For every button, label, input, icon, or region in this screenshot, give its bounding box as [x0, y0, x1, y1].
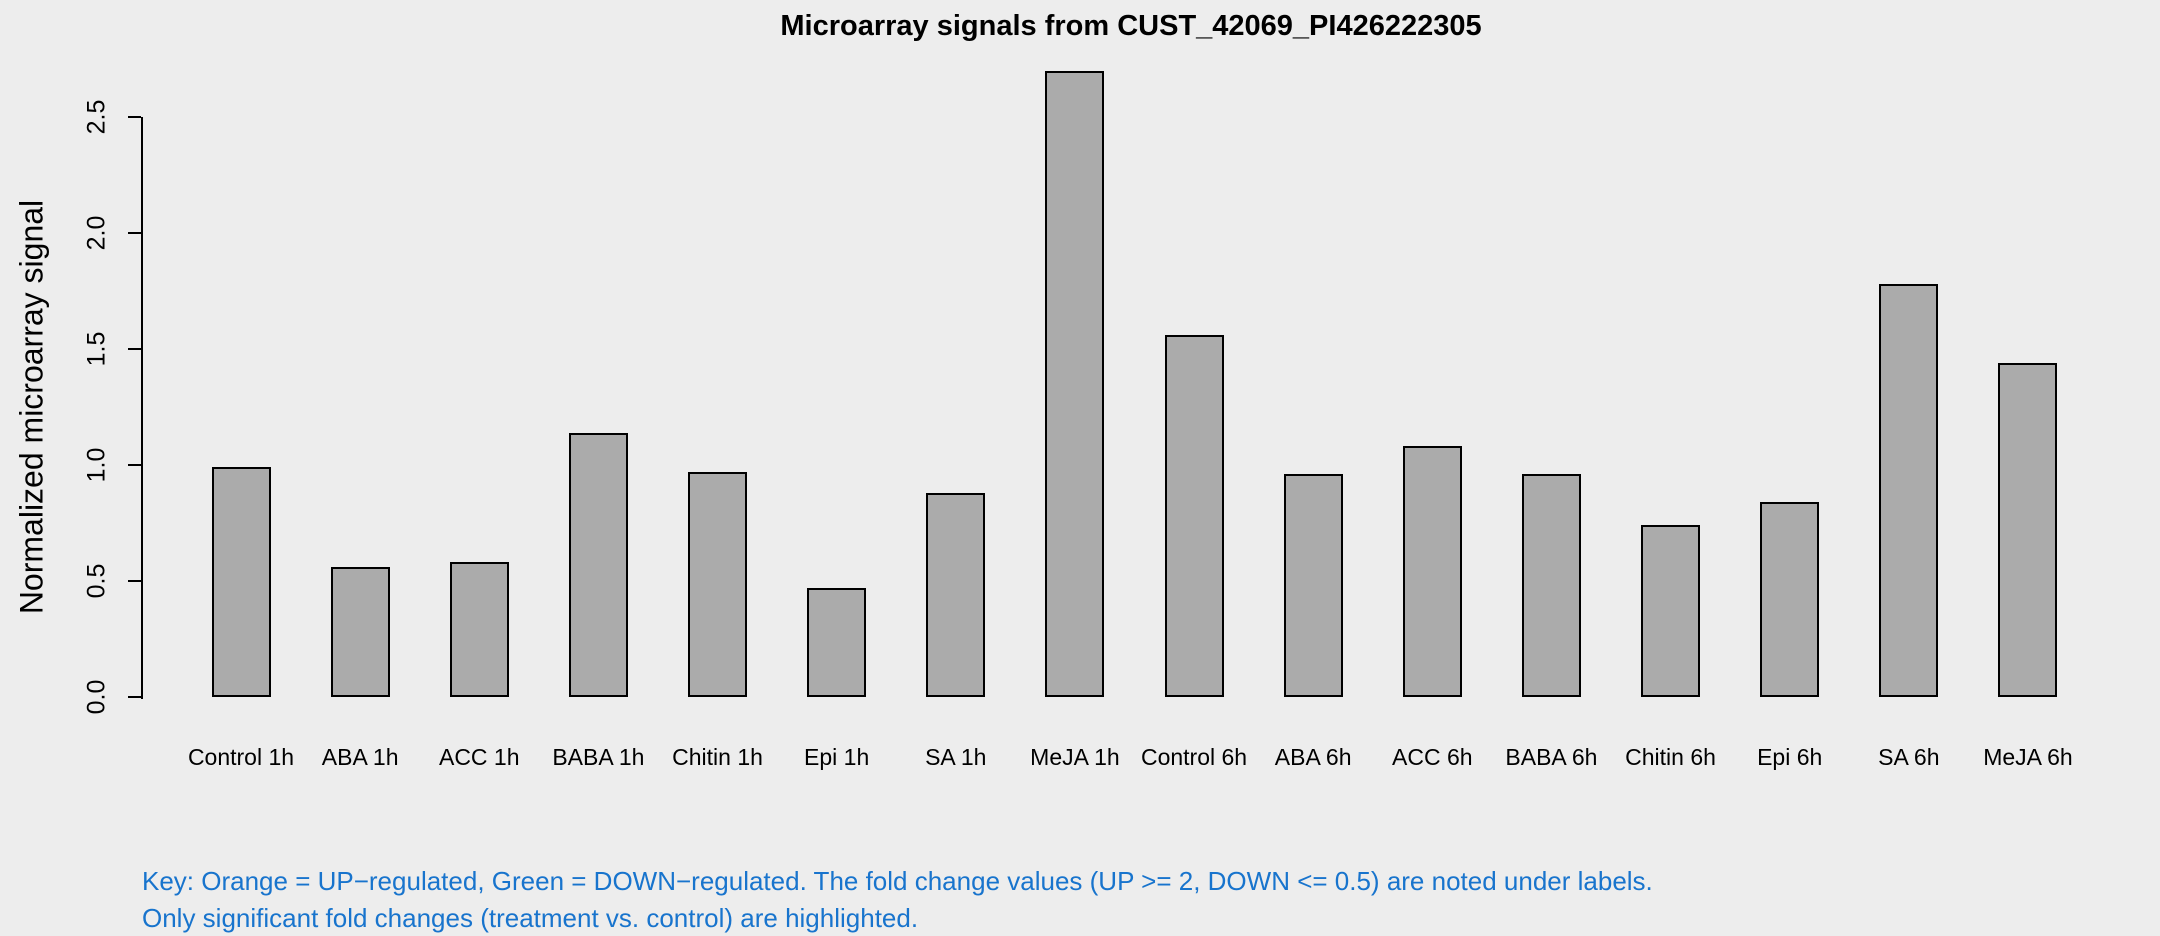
y-axis-tick [128, 232, 141, 234]
x-axis-category-label: Epi 6h [1757, 744, 1823, 770]
bar-chitin-1h [688, 471, 748, 697]
bar-meja-1h [1045, 70, 1105, 697]
key-note-line2: Only significant fold changes (treatment… [142, 903, 919, 933]
bar-chitin-6h [1641, 525, 1701, 697]
x-axis-category-label: ACC 6h [1392, 744, 1473, 770]
y-axis-tick-label: 2.0 [82, 215, 111, 251]
bar-aba-6h [1283, 474, 1343, 697]
x-axis-category-label: ACC 1h [438, 744, 520, 770]
bar-sa-6h [1879, 284, 1939, 697]
key-note-line1: Key: Orange = UP−regulated, Green = DOWN… [142, 866, 1653, 896]
y-axis-tick [128, 464, 141, 466]
x-axis-category-label: SA 1h [925, 744, 987, 770]
bar-baba-6h [1521, 474, 1581, 697]
x-axis-category-label: MeJA 1h [1030, 744, 1120, 770]
x-axis-category-label: Chitin 1h [672, 744, 763, 770]
y-axis-tick-label: 0.5 [82, 563, 111, 599]
bar-control-6h [1164, 335, 1224, 697]
x-axis-category-label: BABA 1h [552, 744, 645, 770]
x-axis-category-label: Control 1h [187, 744, 295, 770]
y-axis-tick [128, 116, 141, 118]
x-axis-category-label: Chitin 6h [1625, 744, 1716, 770]
y-axis-tick-label: 1.5 [82, 331, 111, 367]
y-axis-tick-label: 2.5 [82, 99, 111, 135]
bar-sa-1h [926, 492, 986, 697]
y-axis-tick [128, 348, 141, 350]
y-axis-line [141, 117, 143, 699]
x-axis-category-label: MeJA 6h [1983, 744, 2073, 770]
bar-aba-1h [330, 567, 390, 697]
x-axis-category-label: ABA 6h [1274, 744, 1352, 770]
y-axis-tick-label: 0.0 [82, 679, 111, 715]
bar-baba-1h [568, 432, 628, 697]
y-axis-tick [128, 580, 141, 582]
x-axis-category-label: BABA 6h [1505, 744, 1598, 770]
chart-title: Microarray signals from CUST_42069_PI426… [780, 10, 1482, 42]
x-axis-category-label: SA 6h [1878, 744, 1940, 770]
bar-acc-6h [1402, 446, 1462, 697]
bar-epi-6h [1760, 502, 1820, 697]
y-axis-tick-label: 1.0 [82, 447, 111, 483]
x-axis-category-label: Epi 1h [804, 744, 870, 770]
bar-meja-6h [1998, 362, 2058, 697]
x-axis-category-label: Control 6h [1140, 744, 1248, 770]
y-axis-title: Normalized microarray signal [13, 199, 50, 615]
bar-control-1h [211, 467, 271, 697]
y-axis-tick [128, 696, 141, 698]
bar-epi-1h [807, 587, 867, 697]
x-axis-category-label: ABA 1h [321, 744, 399, 770]
bar-acc-1h [449, 562, 509, 697]
